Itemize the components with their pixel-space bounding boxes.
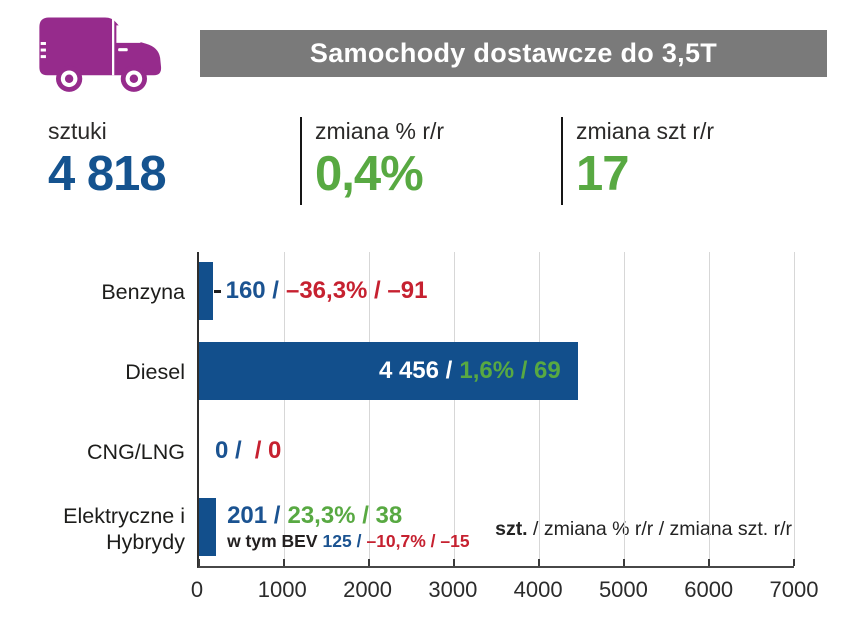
category-label-elektryczne: Elektryczne i Hybrydy	[63, 504, 185, 554]
gridline	[709, 252, 710, 566]
value-change: / 0	[254, 437, 282, 464]
value-change: –36,3% / –91	[285, 277, 428, 304]
label-leader-line	[213, 289, 221, 293]
plot-area: 160 / –36,3% / –91 4 456 / 1,6% / 69 0 /…	[197, 252, 795, 568]
value-count: 160 /	[225, 277, 279, 304]
stat-label: sztuki	[48, 118, 107, 144]
gridline	[284, 252, 285, 566]
axis-tick	[793, 559, 795, 566]
bar-value-label-block: 201 / 23,3% / 38 w tym BEV 125 / –10,7% …	[227, 502, 470, 552]
bar-row-elektryczne: 201 / 23,3% / 38 w tym BEV 125 / –10,7% …	[199, 498, 794, 556]
gridline	[454, 252, 455, 566]
bar-elektryczne	[199, 498, 217, 556]
x-axis-tick-label: 7000	[769, 577, 819, 602]
category-label-benzyna: Benzyna	[101, 280, 185, 304]
category-label-diesel: Diesel	[125, 360, 185, 384]
stat-value: 17	[576, 147, 630, 201]
title-bar: Samochody dostawcze do 3,5T	[200, 30, 827, 77]
bev-change: –10,7% / –15	[366, 531, 470, 551]
axis-tick	[283, 559, 285, 566]
value-count: 201 /	[227, 502, 281, 529]
bar-value-label: 4 456 / 1,6% / 69	[379, 357, 561, 385]
stat-zmiana-szt: zmiana szt r/r 17	[576, 118, 714, 202]
bar-row-diesel: 4 456 / 1,6% / 69	[199, 342, 794, 400]
axis-tick	[368, 559, 370, 566]
gridline	[539, 252, 540, 566]
stat-label: zmiana % r/r	[315, 118, 445, 144]
bar-row-benzyna: 160 / –36,3% / –91	[199, 262, 794, 320]
x-axis-tick-label: 0	[190, 577, 204, 602]
x-axis-tick-label: 2000	[343, 577, 393, 602]
gridline	[624, 252, 625, 566]
value-count: 4 456 /	[378, 357, 453, 384]
bar-value-label: 0 / / 0	[215, 437, 281, 465]
bev-prefix: w tym BEV	[227, 531, 318, 551]
gridline	[794, 252, 795, 566]
x-axis-tick-label: 3000	[428, 577, 478, 602]
bar-benzyna	[199, 262, 213, 320]
x-axis-tick-label: 6000	[684, 577, 734, 602]
x-axis-labels: 0 1000 2000 3000 4000 5000 6000 7000	[191, 577, 819, 605]
stat-value: 0,4%	[315, 147, 424, 201]
x-axis-tick-label: 1000	[257, 577, 307, 602]
x-axis-tick-label: 5000	[598, 577, 648, 602]
stat-label: zmiana szt r/r	[576, 118, 715, 144]
gridline	[369, 252, 370, 566]
axis-tick	[453, 559, 455, 566]
value-change: 23,3% / 38	[287, 502, 403, 529]
value-count: 0 /	[215, 437, 242, 464]
bar-row-cng-lng: 0 / / 0	[199, 422, 794, 480]
stat-divider	[300, 117, 302, 205]
x-axis-tick-label: 4000	[513, 577, 563, 602]
category-label-cng-lng: CNG/LNG	[87, 440, 185, 464]
legend-bold: szt.	[495, 518, 528, 540]
page-title: Samochody dostawcze do 3,5T	[309, 38, 718, 68]
bar-value-label: 160 / –36,3% / –91	[226, 277, 428, 305]
stat-zmiana-pct: zmiana % r/r 0,4%	[315, 118, 444, 202]
legend-rest: / zmiana % r/r / zmiana szt. r/r	[527, 518, 792, 540]
stat-divider	[561, 117, 563, 205]
bev-annotation: w tym BEV 125 / –10,7% / –15	[227, 531, 470, 552]
bar-diesel: 4 456 / 1,6% / 69	[199, 342, 578, 400]
bev-count: 125 /	[322, 531, 362, 551]
axis-tick	[708, 559, 710, 566]
bar-value-label: 201 / 23,3% / 38	[227, 502, 470, 530]
delivery-van-icon	[39, 17, 162, 92]
value-change: 1,6% / 69	[459, 357, 561, 384]
axis-tick	[623, 559, 625, 566]
stat-value: 4 818	[48, 147, 167, 201]
stat-sztuki: sztuki 4 818	[48, 118, 167, 202]
legend-note: szt. / zmiana % r/r / zmiana szt. r/r	[495, 518, 792, 541]
axis-tick	[198, 559, 200, 566]
axis-tick	[538, 559, 540, 566]
